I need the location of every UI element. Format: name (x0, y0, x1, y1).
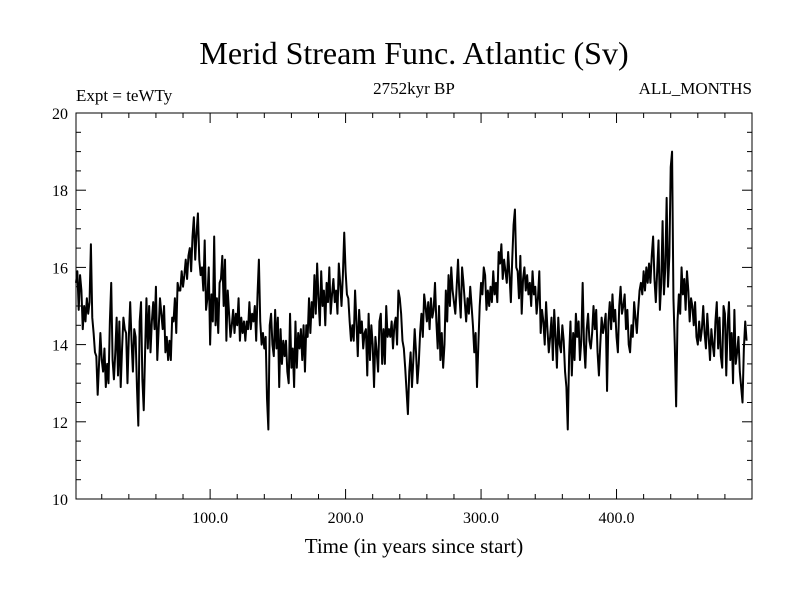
y-tick-label: 20 (52, 106, 68, 123)
x-tick-label: 300.0 (463, 510, 499, 527)
months-label: ALL_MONTHS (639, 79, 752, 98)
y-tick-label: 10 (52, 492, 68, 509)
y-tick-label: 14 (52, 338, 68, 355)
series-line (75, 150, 748, 431)
period-label: 2752kyr BP (373, 79, 455, 98)
x-axis-label: Time (in years since start) (305, 534, 524, 558)
chart-title: Merid Stream Func. Atlantic (Sv) (199, 35, 628, 71)
experiment-label: Expt = teWTy (76, 86, 173, 105)
y-tick-label: 12 (52, 415, 68, 432)
x-tick-label: 100.0 (192, 510, 228, 527)
y-tick-label: 18 (52, 183, 68, 200)
x-tick-label: 400.0 (599, 510, 635, 527)
y-tick-label: 16 (52, 260, 68, 277)
plot-frame (75, 112, 753, 500)
x-tick-label: 200.0 (328, 510, 364, 527)
